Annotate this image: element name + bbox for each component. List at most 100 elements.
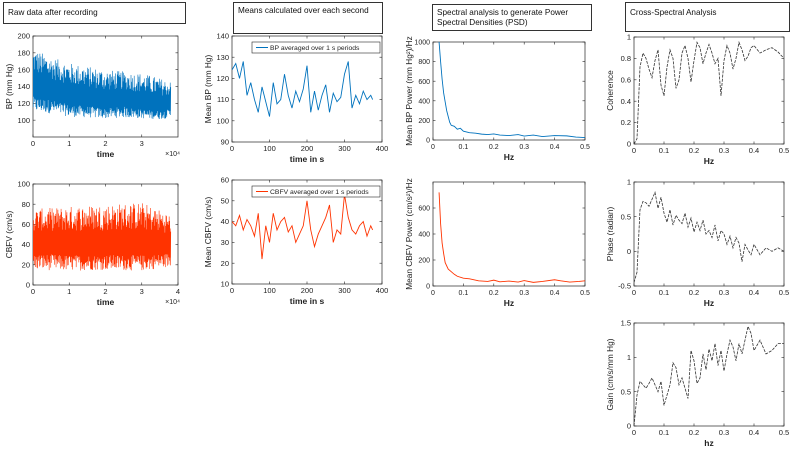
x-tick-label: 0.1 [459, 144, 469, 151]
x-tick-label: 400 [376, 286, 389, 295]
x-tick-label: 2 [103, 287, 107, 296]
x-tick-label: 0.1 [659, 146, 669, 155]
series-line-raw_cbfv [33, 203, 172, 271]
x-tick-label: 0.3 [719, 428, 729, 437]
y-axis-label: Coherence [605, 70, 615, 111]
legend: CBFV averaged over 1 s periods [251, 185, 381, 198]
x-tick-label: 3 [140, 287, 144, 296]
series-line-raw_bp [33, 53, 172, 120]
x-tick-label: 1 [67, 139, 71, 148]
y-tick-label: 90 [221, 138, 229, 147]
x-tick-label: 200 [301, 286, 314, 295]
x-tick-label: 0.5 [779, 146, 789, 155]
header-raw-data: Raw data after recording [3, 2, 186, 24]
y-tick-label: 110 [217, 95, 229, 104]
y-tick-label: 20 [221, 259, 229, 268]
y-tick-label: 10 [221, 280, 229, 289]
x-multiplier-label: ×10⁴ [165, 299, 180, 306]
plot-area [633, 36, 785, 145]
y-tick-label: 0.8 [621, 54, 631, 63]
x-tick-label: 0.4 [550, 290, 560, 297]
y-tick-label: 0 [627, 247, 631, 256]
y-tick-label: 400 [418, 98, 430, 105]
y-tick-label: 200 [418, 258, 430, 265]
x-tick-label: 0 [230, 144, 234, 153]
chart-mean_bp: 0 100 200 300 400 90 100 110 120 130 140 time in s M… [203, 32, 388, 164]
y-tick-label: 200 [418, 118, 430, 125]
x-tick-label: 0.1 [459, 290, 469, 297]
y-tick-label: 800 [418, 59, 430, 66]
series-line-psd_bp [438, 42, 585, 138]
x-tick-label: 0.4 [749, 146, 759, 155]
x-tick-label: 0 [31, 287, 35, 296]
series-line-psd_cbfv [438, 192, 585, 283]
y-tick-label: 1 [627, 33, 631, 42]
x-tick-label: 0.1 [659, 428, 669, 437]
x-tick-label: 400 [376, 144, 389, 153]
y-axis-label: Phase (radian) [605, 207, 615, 262]
y-tick-label: 120 [216, 74, 229, 83]
series-line-gain [634, 325, 784, 426]
y-tick-label: 0.5 [621, 212, 631, 221]
y-tick-label: 0.6 [621, 75, 631, 84]
x-tick-label: 200 [301, 144, 314, 153]
y-tick-label: 40 [22, 240, 30, 249]
x-tick-label: 0.5 [580, 290, 590, 297]
x-tick-label: 2 [103, 139, 107, 148]
x-tick-label: 0.3 [719, 146, 729, 155]
y-tick-label: 0.4 [621, 97, 631, 106]
x-axis-label: Hz [504, 298, 514, 308]
chart-raw_bp: 0 1 2 3 100 120 140 160 180 200 time BP (mm Hg) ×10⁴ [4, 32, 180, 159]
x-tick-label: 0 [230, 286, 234, 295]
x-tick-label: 0.2 [689, 146, 699, 155]
plot-area [432, 181, 586, 287]
y-tick-label: 600 [418, 79, 430, 86]
x-tick-label: 0.3 [519, 290, 529, 297]
x-tick-label: 0.3 [719, 288, 729, 297]
x-tick-label: 0 [431, 290, 435, 297]
y-tick-label: 40 [221, 217, 229, 226]
x-axis-label: Hz [704, 156, 714, 166]
y-axis-label: CBFV (cm/s) [4, 211, 14, 259]
x-axis-label: hz [704, 438, 713, 448]
y-tick-label: 100 [17, 116, 30, 125]
y-tick-label: 0.5 [621, 387, 631, 396]
legend-label: BP averaged over 1 s periods [270, 45, 360, 52]
x-tick-label: 0 [632, 288, 636, 297]
x-tick-label: 0.2 [489, 144, 499, 151]
y-tick-label: 0 [426, 138, 430, 145]
x-axis-label: Hz [704, 298, 714, 308]
x-tick-label: 0.5 [779, 288, 789, 297]
x-tick-label: 0 [632, 146, 636, 155]
legend-box [251, 41, 381, 54]
x-axis-label: time [97, 297, 115, 307]
y-tick-label: 100 [216, 116, 229, 125]
y-axis-label: Mean BP (mm Hg) [203, 54, 213, 123]
chart-psd_cbfv: 0 0.1 0.2 0.3 0.4 0.5 0 200 400 600 Hz Mean CBFV Po… [404, 178, 590, 308]
y-tick-label: 1.5 [621, 319, 631, 328]
y-axis-label: BP (mm Hg) [4, 64, 14, 110]
y-tick-label: 1 [627, 353, 631, 362]
y-tick-label: 140 [216, 32, 229, 41]
x-tick-label: 0.2 [489, 290, 499, 297]
y-tick-label: 200 [17, 32, 30, 41]
header-spectral: Spectral analysis to generate Power Spec… [432, 4, 592, 31]
x-tick-label: 0 [632, 428, 636, 437]
y-tick-label: 0 [26, 281, 30, 290]
y-tick-label: 60 [221, 176, 229, 185]
y-tick-label: 160 [17, 65, 30, 74]
series-line-mean_cbfv [232, 194, 374, 260]
y-axis-label: Mean CBFV (cm/s) [203, 197, 213, 268]
y-tick-label: 30 [221, 238, 229, 247]
chart-mean_cbfv: 0 100 200 300 400 10 20 30 40 50 60 time in s Mean C… [203, 176, 388, 306]
y-tick-label: 130 [216, 53, 229, 62]
series-line-phase [634, 191, 784, 283]
plot-area [633, 181, 785, 287]
y-tick-label: 50 [221, 196, 229, 205]
series-line-coherence [634, 40, 784, 144]
plot-area [432, 41, 586, 141]
x-tick-label: 0 [431, 144, 435, 151]
x-tick-label: 0.5 [779, 428, 789, 437]
